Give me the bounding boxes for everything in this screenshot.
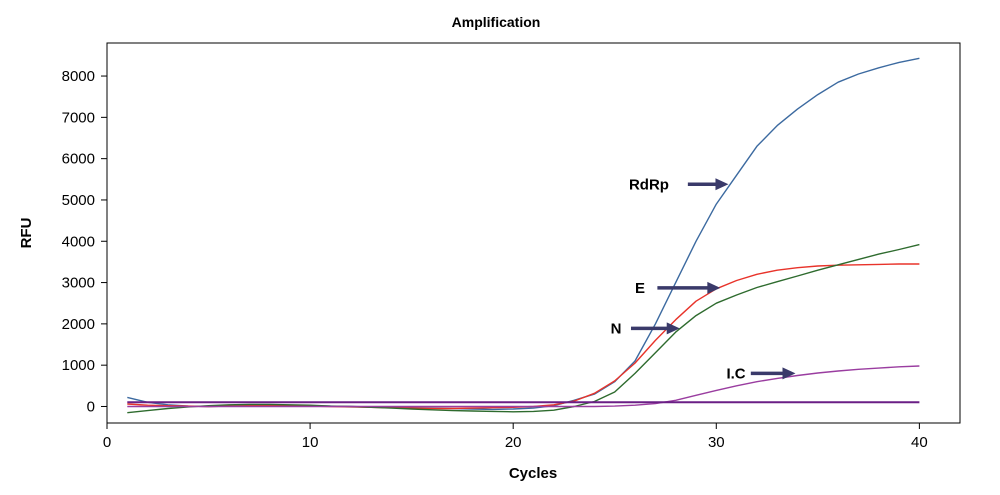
annotation-arrow-head-4 (782, 367, 796, 380)
annotation-label-4: I.C (726, 365, 745, 382)
y-tick-label: 2000 (62, 316, 95, 333)
y-tick-label: 7000 (62, 109, 95, 126)
x-tick-label: 30 (708, 434, 725, 451)
annotation-label-2: E (635, 280, 645, 297)
chart-title: Amplification (452, 14, 541, 30)
annotation-arrow-head-3 (666, 322, 680, 335)
y-tick-label: 6000 (62, 151, 95, 168)
y-tick-label: 0 (87, 398, 95, 415)
series-line-2 (127, 263, 920, 410)
x-tick-label: 20 (505, 434, 522, 451)
y-axis-label: RFU (18, 218, 35, 249)
y-tick-label: 1000 (62, 357, 95, 374)
annotation-arrow-head-1 (715, 178, 729, 191)
y-tick-label: 8000 (62, 68, 95, 85)
series-line-4 (127, 365, 920, 408)
series-line-3 (127, 243, 920, 414)
y-tick-label: 4000 (62, 233, 95, 250)
y-tick-label: 5000 (62, 192, 95, 209)
annotation-label-1: RdRp (629, 176, 669, 193)
annotation-label-3: N (611, 320, 622, 337)
x-tick-label: 0 (103, 434, 111, 451)
plot-area-frame (106, 42, 961, 424)
y-tick-label: 3000 (62, 275, 95, 292)
series-line-1 (127, 57, 920, 411)
x-tick-label: 10 (302, 434, 319, 451)
annotation-arrow-head-2 (707, 281, 721, 294)
x-tick-label: 40 (911, 434, 928, 451)
x-axis-label: Cycles (509, 465, 557, 482)
